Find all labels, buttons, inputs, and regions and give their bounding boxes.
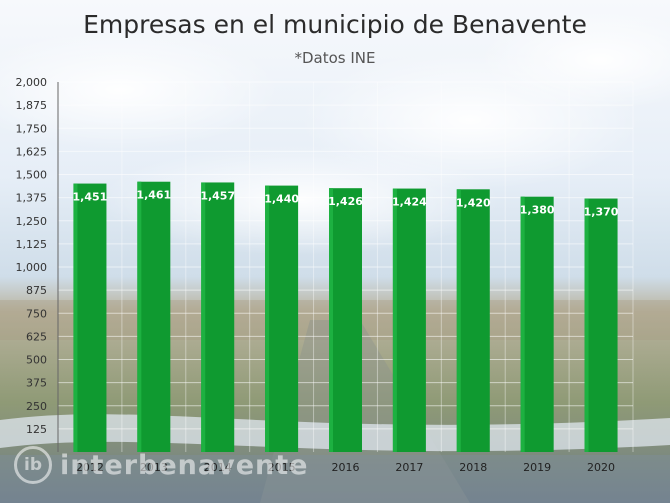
- x-tick-label: 2013: [140, 461, 168, 474]
- y-tick-label: 500: [26, 354, 47, 367]
- data-label: 1,370: [584, 206, 619, 219]
- y-tick-label: 1,000: [16, 261, 48, 274]
- x-tick-label: 2019: [523, 461, 551, 474]
- chart-subtitle: *Datos INE: [294, 49, 376, 67]
- chart-title: Empresas en el municipio de Benavente: [83, 10, 587, 39]
- y-tick-label: 375: [26, 377, 47, 390]
- x-tick-label: 2017: [395, 461, 423, 474]
- bar-2013: [137, 181, 171, 452]
- y-tick-label: 1,250: [16, 215, 48, 228]
- data-label: 1,424: [392, 196, 427, 209]
- bar-2017: [392, 188, 426, 452]
- x-tick-label: 2018: [459, 461, 487, 474]
- watermark-logo: ib: [14, 446, 52, 484]
- y-tick-label: 1,625: [16, 145, 48, 158]
- bar-highlight: [392, 188, 397, 452]
- y-tick-label: 250: [26, 400, 47, 413]
- bars: [73, 181, 618, 453]
- bar-2018: [456, 189, 490, 453]
- y-tick-label: 1,750: [16, 122, 48, 135]
- y-axis-ticks: 125 250 375 500 625 750 875 1,000 1,125 1,250 1,37…: [16, 76, 48, 436]
- y-tick-label: 625: [26, 330, 47, 343]
- y-tick-label: 875: [26, 284, 47, 297]
- bar-2019: [520, 196, 554, 452]
- bar-2015: [265, 185, 299, 452]
- x-tick-label: 2012: [76, 461, 104, 474]
- data-label: 1,461: [136, 189, 171, 202]
- bar-highlight: [329, 188, 333, 452]
- bar-2012: [73, 183, 107, 452]
- value-labels: 1,451 1,461 1,457 1,440 1,426 1,424 1,420 1,380…: [73, 189, 619, 219]
- data-label: 1,426: [328, 195, 363, 208]
- bar-2020: [584, 198, 618, 452]
- data-label: 1,380: [520, 204, 555, 217]
- y-tick-label: 1,125: [16, 238, 48, 251]
- x-tick-label: 2014: [204, 461, 232, 474]
- data-label: 1,451: [73, 191, 108, 204]
- x-axis-ticks: 2012 2013 2014 2015 2016 2017 2018 2019 2020: [76, 461, 615, 474]
- y-tick-label: 2,000: [16, 76, 48, 89]
- bar-2014: [201, 182, 235, 452]
- watermark-text: interbenavente: [60, 449, 309, 481]
- bar-highlight: [201, 182, 206, 452]
- y-tick-label: 750: [26, 307, 47, 320]
- x-tick-label: 2020: [587, 461, 615, 474]
- bar-2016: [329, 188, 362, 452]
- data-label: 1,420: [456, 196, 491, 209]
- y-tick-label: 125: [26, 423, 47, 436]
- y-tick-label: 1,500: [16, 169, 48, 182]
- bar-highlight: [520, 196, 525, 452]
- x-tick-label: 2016: [332, 461, 360, 474]
- watermark: ib interbenavente: [14, 446, 308, 484]
- bar-highlight: [137, 181, 142, 452]
- bar-highlight: [584, 198, 589, 452]
- data-label: 1,457: [200, 189, 235, 202]
- x-tick-label: 2015: [268, 461, 296, 474]
- data-label: 1,440: [264, 193, 299, 206]
- y-tick-label: 1,375: [16, 192, 48, 205]
- bar-highlight: [73, 183, 78, 452]
- y-tick-label: 1,875: [16, 99, 48, 112]
- bar-highlight: [456, 189, 461, 453]
- bar-highlight: [265, 185, 270, 452]
